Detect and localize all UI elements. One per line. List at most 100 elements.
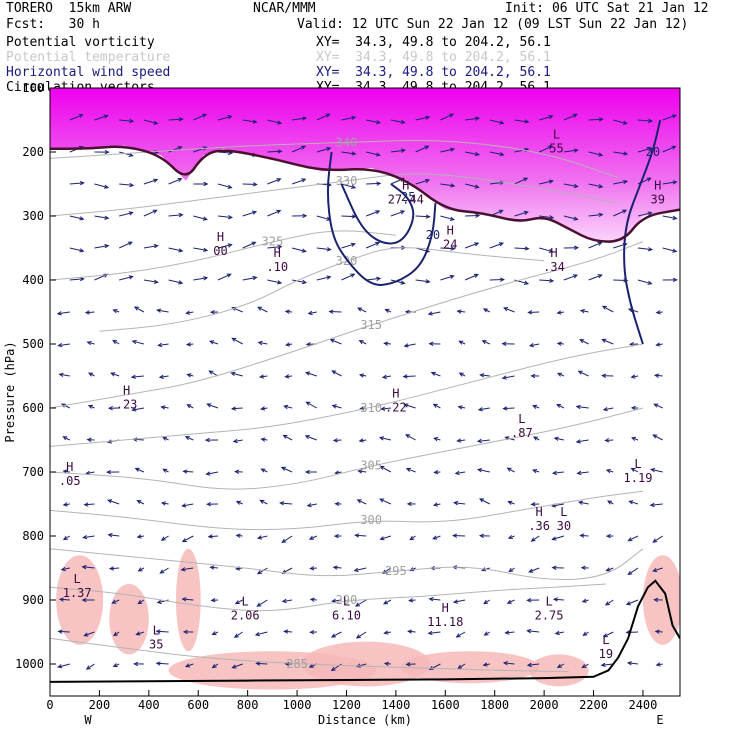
vector-shaft [355, 599, 367, 607]
vector-shaft [514, 148, 529, 153]
vector-head [532, 404, 538, 409]
vector-head [227, 115, 233, 120]
circulation-vector [160, 501, 169, 506]
vector-head [326, 275, 332, 280]
circulation-vector [155, 661, 169, 666]
vector-head [206, 501, 212, 507]
vector-shaft [69, 247, 84, 252]
vector-shaft [63, 436, 71, 441]
vector-head [308, 663, 314, 668]
vector-head [407, 629, 413, 634]
circulation-vector [160, 535, 169, 541]
vector-head [235, 533, 241, 538]
theta-contour-label: 290 [336, 593, 358, 607]
plot-border [49, 87, 681, 697]
vector-shaft [168, 178, 182, 185]
vector-shaft [134, 306, 145, 313]
circulation-vector [257, 306, 268, 313]
circulation-vector [532, 469, 540, 474]
circulation-vector [143, 119, 159, 125]
vector-head [604, 601, 610, 606]
vector-head [450, 183, 456, 188]
vector-shaft [440, 215, 455, 221]
circulation-vector [304, 469, 317, 475]
vector-head [477, 407, 483, 412]
vector-head [526, 662, 532, 668]
vector-head [206, 403, 212, 408]
circulation-vector [508, 567, 515, 573]
vector-head [260, 468, 266, 473]
vector-shaft [306, 401, 318, 409]
vector-head [600, 662, 606, 668]
vector-head [576, 470, 582, 476]
circulation-vector [305, 401, 318, 409]
vector-head [573, 148, 579, 153]
vector-head [455, 633, 461, 638]
wind-speed-contour [340, 183, 415, 245]
vector-head [301, 248, 307, 253]
field-name-pv: Potential vorticity [6, 35, 155, 50]
vector-head [205, 471, 211, 476]
circulation-vector [556, 663, 565, 668]
vector-head [304, 469, 310, 475]
circulation-vector [415, 214, 431, 219]
circulation-vector [207, 534, 219, 539]
vector-shaft [143, 279, 158, 283]
vector-head [502, 406, 508, 411]
circulation-vector [464, 273, 479, 281]
vector-head [597, 241, 603, 246]
vector-head [582, 631, 588, 636]
vector-head [556, 341, 562, 346]
vector-shaft [316, 247, 331, 251]
vector-shaft [579, 339, 589, 345]
vector-shaft [366, 277, 381, 281]
circulation-vector [605, 533, 614, 539]
vector-head [282, 434, 288, 439]
circulation-vector [291, 145, 307, 153]
vector-head [57, 664, 63, 669]
circulation-vector [613, 209, 628, 217]
y-tick-label: 900 [22, 593, 44, 607]
pv-low-shading [302, 641, 431, 687]
vector-head [581, 598, 587, 603]
vector-head [330, 666, 336, 672]
circulation-vector [143, 178, 159, 185]
vector-shaft [110, 567, 120, 570]
vector-head [255, 661, 261, 666]
circulation-vector [83, 631, 95, 637]
vector-shaft [57, 311, 70, 315]
vector-head [304, 435, 310, 440]
pv-low-marker: L [74, 572, 81, 586]
vector-head [184, 663, 191, 668]
vector-head [155, 661, 161, 666]
vector-head [630, 467, 636, 472]
vector-head [357, 469, 363, 474]
pv-high-marker: H [654, 179, 661, 193]
y-tick-label: 200 [22, 145, 44, 159]
circulation-vector [94, 215, 110, 220]
vector-shaft [183, 470, 194, 473]
circulation-vector [501, 375, 515, 380]
pv-low-marker: L [634, 457, 641, 471]
vector-head [428, 597, 434, 602]
vector-shaft [529, 567, 540, 573]
circulation-vector [168, 178, 183, 185]
circulation-vector [280, 466, 293, 473]
pv-low-shading [56, 555, 104, 645]
circulation-vector [653, 403, 663, 409]
circulation-vector [291, 178, 307, 185]
vector-head [478, 533, 484, 538]
wind-speed-label: 25 [401, 190, 415, 204]
circulation-vector [155, 629, 169, 634]
vector-shaft [379, 437, 392, 441]
vector-head [652, 434, 658, 439]
circulation-vector [333, 533, 342, 539]
circulation-vector [235, 533, 243, 538]
circulation-vector [532, 404, 540, 409]
vector-head [86, 437, 92, 442]
circulation-vector [168, 117, 184, 122]
x-tick-label: 200 [89, 698, 111, 712]
vector-shaft [341, 116, 356, 121]
vector-head [111, 599, 117, 604]
circulation-vector [552, 597, 564, 602]
